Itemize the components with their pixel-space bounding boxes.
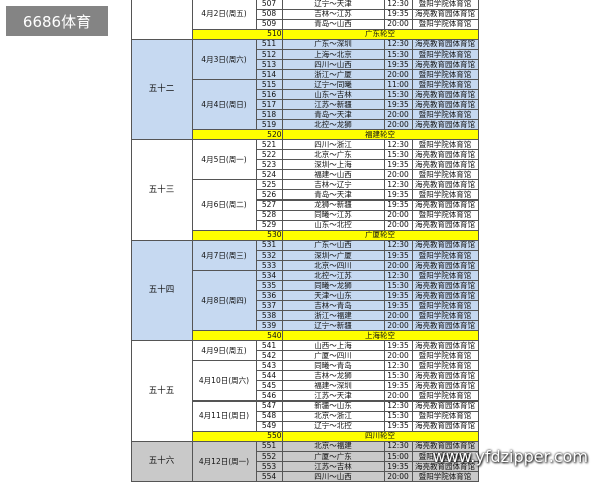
game-number: 554 bbox=[255, 470, 283, 482]
round: 五十三 bbox=[130, 139, 193, 241]
site-watermark: www.yfdzipper.com bbox=[432, 447, 589, 466]
round: 五十六 bbox=[130, 440, 193, 482]
round: 五十四 bbox=[130, 239, 193, 342]
date: 4月5日(周一) bbox=[191, 139, 257, 181]
game-time: 20:00 bbox=[383, 470, 413, 482]
round bbox=[130, 0, 193, 40]
round: 五十二 bbox=[130, 38, 193, 141]
date: 4月7日(周三) bbox=[191, 239, 257, 271]
date: 4月12日(周一) bbox=[191, 440, 257, 482]
date: 4月8日(周四) bbox=[191, 269, 257, 332]
date: 4月3日(周六) bbox=[191, 38, 257, 80]
venue: 暨阳学院体育馆 bbox=[411, 470, 479, 482]
date: 4月4日(周日) bbox=[191, 78, 257, 131]
date: 4月11日(周日) bbox=[191, 400, 257, 432]
date: 4月2日(周五) bbox=[191, 0, 257, 30]
watermark: 6686体育 bbox=[6, 6, 108, 36]
date: 4月9日(周五) bbox=[191, 340, 257, 362]
date: 4月10日(周六) bbox=[191, 360, 257, 402]
matchup: 四川～山西 bbox=[281, 470, 385, 482]
round: 五十五 bbox=[130, 340, 193, 442]
date: 4月6日(周二) bbox=[191, 179, 257, 231]
